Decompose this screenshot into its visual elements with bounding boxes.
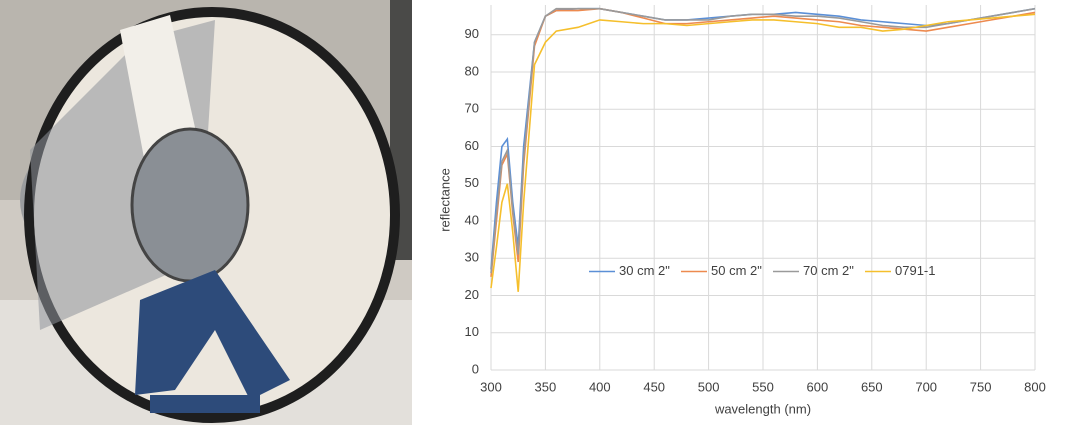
y-tick-label: 70 — [465, 101, 479, 116]
y-tick-label: 90 — [465, 26, 479, 41]
y-tick-label: 40 — [465, 212, 479, 227]
photo-stand-base — [150, 395, 260, 413]
x-tick-label: 450 — [643, 379, 665, 394]
photo — [0, 0, 412, 425]
y-tick-label: 60 — [465, 138, 479, 153]
x-tick-label: 650 — [861, 379, 883, 394]
y-tick-label: 80 — [465, 63, 479, 78]
legend-label: 30 cm 2" — [619, 263, 670, 278]
x-tick-label: 350 — [535, 379, 557, 394]
x-tick-label: 600 — [807, 379, 829, 394]
chart: wavelength (nm) reflectance — [437, 168, 811, 416]
x-tick-label: 500 — [698, 379, 720, 394]
legend-label: 50 cm 2" — [711, 263, 762, 278]
series-line — [490, 13, 1036, 292]
photo-stand — [135, 270, 290, 400]
x-tick-label: 750 — [970, 379, 992, 394]
x-tick-label: 300 — [480, 379, 502, 394]
y-axis-title: reflectance — [437, 168, 452, 232]
y-tick-label: 0 — [472, 361, 479, 376]
x-tick-label: 400 — [589, 379, 611, 394]
y-tick-label: 20 — [465, 287, 479, 302]
series-line — [490, 7, 1036, 274]
x-tick-label: 800 — [1024, 379, 1046, 394]
legend-label: 70 cm 2" — [803, 263, 854, 278]
y-tick-label: 50 — [465, 175, 479, 190]
x-tick-label: 700 — [915, 379, 937, 394]
x-axis-title: wavelength (nm) — [714, 401, 811, 416]
photo-hole — [130, 127, 250, 283]
y-tick-label: 10 — [465, 324, 479, 339]
x-tick-label: 550 — [752, 379, 774, 394]
y-tick-label: 30 — [465, 250, 479, 265]
legend-label: 0791-1 — [895, 263, 935, 278]
